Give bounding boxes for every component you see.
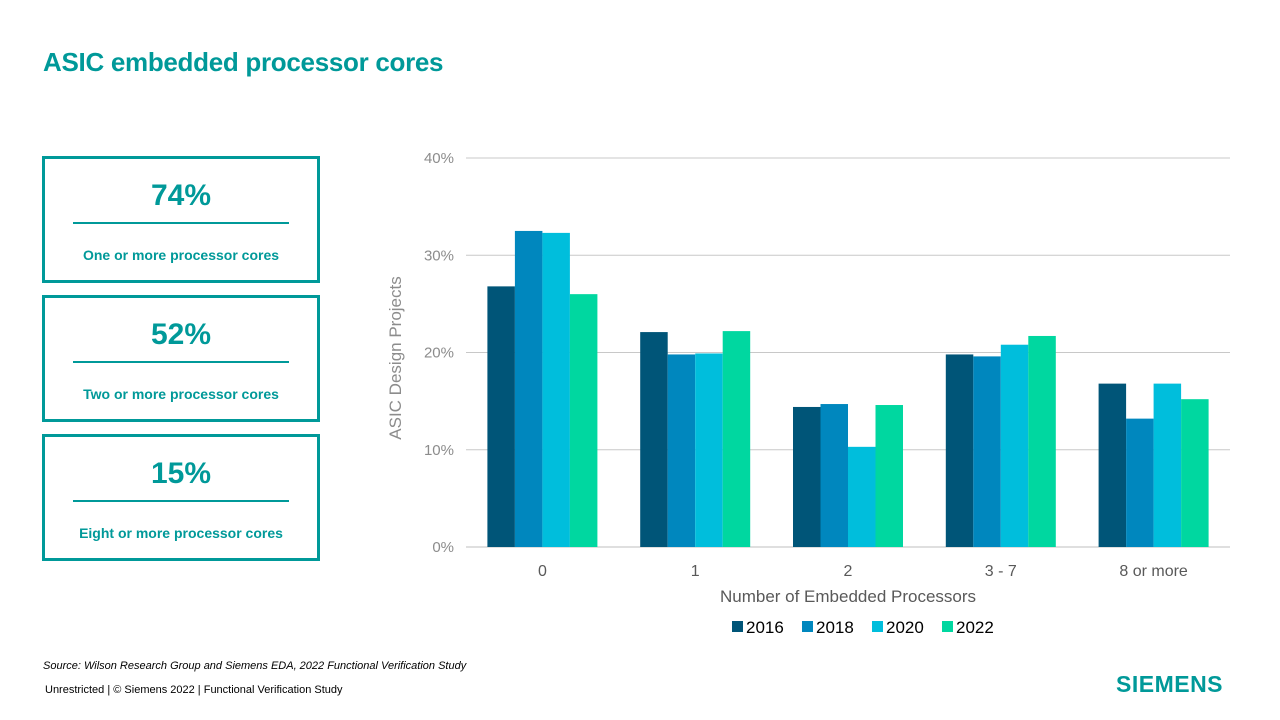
source-note: Source: Wilson Research Group and Siemen…	[43, 660, 467, 672]
legend-label-2020: 2020	[886, 618, 924, 637]
bar-2022-1	[722, 331, 751, 547]
legend-label-2022: 2022	[956, 618, 994, 637]
kpi-divider	[73, 500, 289, 502]
bar-2016-8ormore	[1098, 383, 1127, 547]
footer-text: Unrestricted | © Siemens 2022 | Function…	[45, 684, 343, 696]
bar-2018-0	[514, 230, 543, 547]
bar-2022-0	[569, 294, 598, 547]
kpi-divider	[73, 222, 289, 224]
bar-2022-8ormore	[1181, 399, 1209, 547]
kpi-label: Eight or more processor cores	[79, 525, 283, 541]
x-tick-label: 3 - 7	[985, 563, 1017, 580]
bar-2016-0	[487, 286, 515, 547]
kpi-label: Two or more processor cores	[83, 386, 279, 402]
kpi-value: 74%	[150, 179, 212, 212]
legend-swatch-2016	[732, 621, 743, 632]
kpi-divider	[73, 361, 289, 363]
y-tick-label: 20%	[424, 345, 454, 362]
bar-2022-2	[875, 405, 903, 547]
y-tick-label: 30%	[424, 247, 454, 264]
x-tick-label: 8 or more	[1119, 563, 1188, 580]
legend-swatch-2018	[802, 621, 813, 632]
x-axis-label: Number of Embedded Processors	[720, 587, 976, 606]
legend-label-2016: 2016	[746, 618, 784, 637]
y-tick-label: 10%	[424, 442, 454, 459]
kpi-value: 52%	[150, 318, 212, 351]
bar-2016-1	[640, 332, 668, 547]
bar-2018-8ormore	[1126, 418, 1154, 547]
legend-swatch-2022	[942, 621, 953, 632]
bar-2020-3-7	[1000, 344, 1029, 547]
bar-2020-0	[542, 232, 570, 547]
legend-label-2018: 2018	[816, 618, 854, 637]
y-tick-label: 0%	[432, 539, 454, 556]
bar-2020-1	[695, 353, 723, 547]
bar-2018-1	[667, 354, 696, 547]
bar-2016-3-7	[945, 354, 974, 547]
bar-2018-2	[820, 404, 848, 547]
kpi-card-eight-or-more: 15% Eight or more processor cores	[42, 434, 320, 561]
siemens-logo: SIEMENS	[1116, 671, 1224, 697]
kpi-label: One or more processor cores	[82, 247, 280, 263]
bar-2022-3-7	[1028, 335, 1056, 547]
x-tick-label: 0	[538, 563, 547, 580]
kpi-card-two-or-more: 52% Two or more processor cores	[42, 295, 320, 422]
bar-2020-2	[848, 446, 876, 547]
bar-2020-8ormore	[1153, 383, 1182, 547]
x-tick-label: 1	[691, 563, 700, 580]
y-tick-label: 40%	[424, 150, 454, 167]
bar-2018-3-7	[973, 356, 1001, 547]
kpi-card-one-or-more: 74% One or more processor cores	[42, 156, 320, 283]
x-tick-label: 2	[844, 563, 853, 580]
page-title: ASIC embedded processor cores	[43, 47, 444, 77]
legend-swatch-2020	[872, 621, 883, 632]
kpi-value: 15%	[150, 457, 212, 490]
y-axis-label: ASIC Design Projects	[386, 276, 405, 439]
bar-2016-2	[793, 406, 821, 547]
